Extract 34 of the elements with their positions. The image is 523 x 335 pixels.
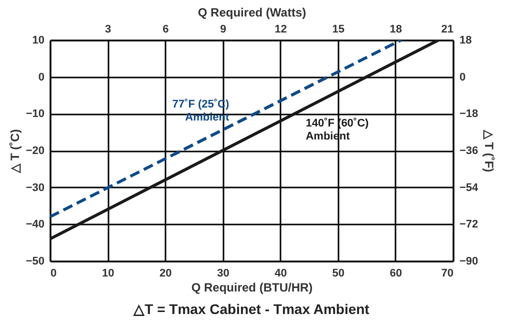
y2-tick-label: 0	[460, 71, 466, 84]
y2-tick-label: −36	[460, 145, 478, 157]
y-tick-label: 0	[38, 71, 44, 84]
y2-tick-label: −18	[460, 108, 478, 120]
x2-tick-label: 15	[332, 24, 344, 36]
x-tick-label: 30	[217, 268, 230, 280]
x2-tick-label: 9	[220, 24, 226, 36]
y-tick-label: −20	[26, 145, 44, 157]
x-tick-label: 60	[390, 268, 402, 280]
y2-tick-label: 18	[460, 34, 472, 46]
y-tick-label: −50	[26, 256, 44, 268]
x-tick-label: 40	[274, 268, 287, 280]
text: △T = Tmax Cabinet - Tmax Ambient	[132, 301, 370, 317]
x2-tick-label: 12	[274, 24, 287, 36]
x2-axis-title: Q Required (Watts)	[198, 6, 306, 20]
x-tick-label: 70	[441, 268, 454, 280]
y2-tick-label: −54	[460, 182, 480, 194]
x-tick-label: 20	[160, 268, 172, 280]
x2-tick-label: 6	[162, 24, 169, 36]
y-axis-title: △ T (˚C)	[8, 129, 22, 174]
x-tick-label: 50	[332, 268, 344, 280]
y2-tick-label: −90	[460, 256, 478, 268]
x2-tick-label: 21	[441, 24, 454, 36]
x-axis-title: Q Required (BTU/HR)	[191, 280, 313, 294]
y-tick-label: 10	[32, 34, 44, 46]
y2-tick-label: −72	[460, 218, 478, 231]
y-tick-label: −30	[26, 182, 44, 194]
x2-tick-label: 18	[390, 24, 402, 36]
x2-tick-label: 3	[105, 24, 112, 36]
y2-axis-title: △ T (˚F)	[482, 128, 496, 172]
x-tick-label: 10	[102, 268, 114, 280]
y-tick-label: −10	[26, 108, 44, 120]
x-tick-label: 0	[50, 268, 57, 280]
y-tick-label: −40	[26, 218, 44, 231]
